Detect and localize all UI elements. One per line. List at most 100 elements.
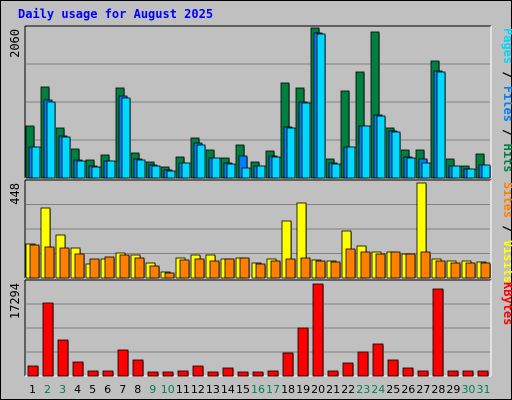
bar-sites-day-28 (435, 260, 446, 279)
x-tick-label-day-10: 10 (161, 383, 175, 396)
legend-entry: Files (501, 86, 512, 122)
bar-sites-day-3 (59, 247, 70, 279)
bar-kbytes-day-14 (222, 367, 234, 377)
panel-kbytes: 17294 KBytes (8, 279, 512, 377)
x-tick-label-day-21: 21 (326, 383, 340, 396)
x-tick-label-day-18: 18 (281, 383, 295, 396)
bar-kbytes-day-7 (117, 349, 129, 377)
y-max-label: 448 (8, 183, 22, 205)
bar-sites-day-10 (164, 272, 175, 279)
bar-sites-day-23 (360, 251, 371, 279)
bar-sites-day-1 (29, 244, 40, 279)
bar-sites-day-30 (465, 262, 476, 279)
x-tick-label-day-9: 9 (149, 383, 156, 396)
bar-pages-day-11 (181, 162, 191, 179)
bar-sites-day-11 (179, 259, 190, 279)
bar-kbytes-day-20 (312, 283, 324, 377)
bar-sites-day-15 (239, 257, 250, 279)
bar-pages-day-10 (166, 170, 176, 179)
bar-kbytes-day-6 (102, 370, 114, 377)
bar-kbytes-day-16 (252, 371, 264, 377)
bar-pages-day-20 (316, 33, 326, 179)
bar-pages-day-13 (211, 157, 221, 179)
bar-pages-day-1 (31, 146, 41, 179)
x-tick-label-day-31: 31 (476, 383, 490, 396)
x-tick-label-day-23: 23 (356, 383, 370, 396)
bar-sites-day-25 (390, 251, 401, 279)
x-tick-label-day-1: 1 (29, 383, 36, 396)
bar-pages-day-5 (91, 166, 101, 179)
x-tick-label-day-5: 5 (89, 383, 96, 396)
bar-pages-day-4 (76, 160, 86, 179)
bar-kbytes-day-26 (402, 367, 414, 377)
bar-sites-day-26 (405, 253, 416, 279)
bar-sites-day-31 (480, 262, 491, 279)
bar-sites-day-14 (224, 258, 235, 279)
bar-sites-day-21 (330, 261, 341, 279)
bar-pages-day-19 (301, 102, 311, 179)
legend-entry: Pages (501, 28, 512, 64)
bar-sites-day-18 (285, 258, 296, 279)
bar-sites-day-27 (420, 251, 431, 279)
bar-kbytes-day-22 (342, 362, 354, 377)
panel-sites-visits: 448 Sites / Visits (8, 179, 512, 283)
panel-pages-files-hits: 2060 Pages / Files / Hits (8, 25, 512, 179)
bar-sites-day-13 (209, 260, 220, 279)
bar-pages-day-16 (256, 165, 266, 179)
x-tick-label-day-15: 15 (236, 383, 250, 396)
x-tick-label-day-20: 20 (311, 383, 325, 396)
x-tick-label-day-11: 11 (176, 383, 190, 396)
x-tick-label-day-4: 4 (74, 383, 81, 396)
bar-sites-day-24 (375, 253, 386, 279)
bar-sites-day-29 (450, 262, 461, 279)
bar-pages-day-17 (271, 156, 281, 179)
bar-kbytes-day-27 (417, 370, 429, 377)
x-tick-label-day-6: 6 (104, 383, 111, 396)
bar-kbytes-day-21 (327, 370, 339, 377)
bar-kbytes-day-8 (132, 359, 144, 377)
legend: Sites / Visits (501, 182, 512, 283)
bar-sites-day-2 (44, 246, 55, 279)
bar-kbytes-day-29 (447, 370, 459, 377)
bar-pages-day-9 (151, 165, 161, 179)
x-tick-label-day-8: 8 (134, 383, 141, 396)
legend: Pages / Files / Hits (501, 28, 512, 173)
bar-pages-day-6 (106, 160, 116, 179)
bar-pages-day-7 (121, 97, 131, 179)
bar-pages-day-23 (361, 125, 371, 179)
bar-kbytes-day-9 (147, 371, 159, 377)
x-tick-label-day-27: 27 (416, 383, 430, 396)
bar-pages-day-21 (331, 163, 341, 179)
bar-sites-day-22 (345, 248, 356, 279)
bar-pages-day-30 (466, 168, 476, 179)
legend-entry: / (501, 218, 512, 240)
bar-sites-day-8 (134, 257, 145, 279)
bar-pages-day-15 (241, 167, 251, 179)
legend-entry: Hits (501, 144, 512, 173)
bar-pages-day-22 (346, 146, 356, 179)
bar-kbytes-day-23 (357, 351, 369, 377)
bar-kbytes-day-31 (477, 370, 489, 377)
bar-pages-day-18 (286, 127, 296, 179)
bar-sites-day-6 (104, 256, 115, 279)
bar-kbytes-day-1 (27, 365, 39, 377)
legend-entry: / (501, 64, 512, 86)
x-tick-label-day-7: 7 (119, 383, 126, 396)
legend: KBytes (501, 282, 512, 325)
x-tick-label-day-26: 26 (401, 383, 415, 396)
bar-kbytes-day-18 (282, 352, 294, 377)
legend-entry: KBytes (501, 282, 512, 325)
x-tick-label-day-14: 14 (221, 383, 235, 396)
bar-kbytes-day-25 (387, 359, 399, 377)
bar-pages-day-8 (136, 159, 146, 179)
x-tick-label-day-2: 2 (44, 383, 51, 396)
x-tick-label-day-22: 22 (341, 383, 355, 396)
x-tick-label-day-29: 29 (446, 383, 460, 396)
bar-pages-day-28 (436, 71, 446, 179)
legend-entry: Sites (501, 182, 512, 218)
legend-entry: / (501, 122, 512, 144)
bar-kbytes-day-17 (267, 370, 279, 377)
bar-kbytes-day-10 (162, 371, 174, 377)
x-tick-label-day-19: 19 (296, 383, 310, 396)
bar-kbytes-day-28 (432, 288, 444, 377)
